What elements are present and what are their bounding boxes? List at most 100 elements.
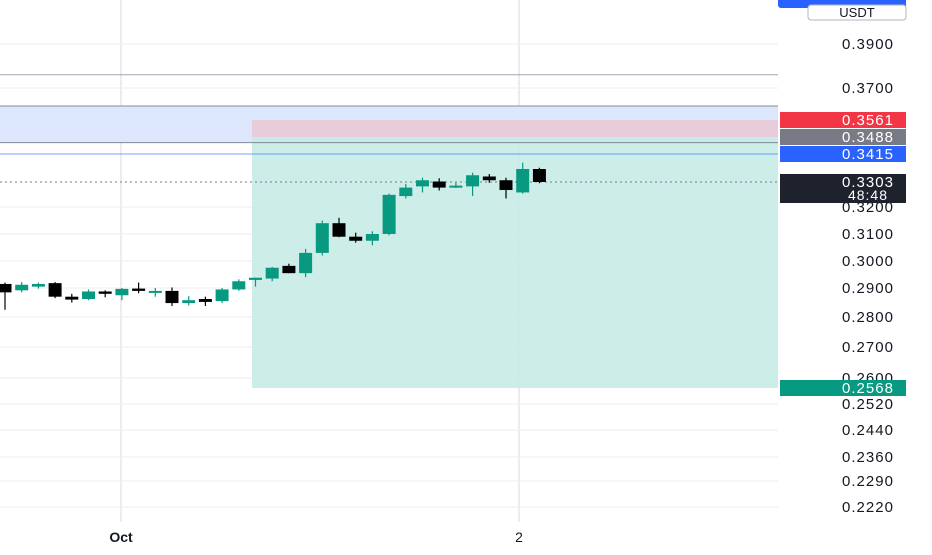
price-tick-label: 0.2800 — [842, 309, 894, 326]
candle-body — [15, 284, 29, 291]
candle-body — [65, 296, 79, 300]
price-tick-label: 0.2290 — [842, 473, 894, 490]
candle[interactable] — [332, 217, 346, 238]
target-badge — [780, 380, 906, 396]
candle-body — [532, 169, 546, 182]
current-price-badge — [780, 174, 906, 203]
candle-body — [432, 181, 446, 188]
candle[interactable] — [198, 296, 212, 306]
price-tick-label: 0.3700 — [842, 80, 894, 97]
candle-body — [249, 277, 262, 280]
stop-loss-badge — [780, 112, 906, 128]
candle[interactable] — [315, 220, 329, 256]
candle-body — [82, 291, 95, 300]
candle-body — [31, 283, 45, 287]
currency-button[interactable] — [807, 4, 907, 21]
candle-body — [182, 300, 196, 304]
time-tick-label: Oct — [109, 529, 133, 545]
loss-zone[interactable] — [252, 120, 778, 137]
candle[interactable] — [182, 296, 196, 306]
price-tick-label: 0.3900 — [842, 36, 894, 53]
candle-body — [315, 223, 329, 253]
candle[interactable] — [232, 279, 246, 291]
candle[interactable] — [382, 193, 396, 236]
entry-badge — [780, 129, 906, 145]
candle[interactable] — [282, 263, 296, 274]
time-tick-label: 2 — [515, 529, 523, 545]
candle-body — [215, 289, 229, 302]
countdown-label: 48:48 — [848, 187, 888, 203]
candle-body — [516, 169, 530, 193]
candle[interactable] — [432, 178, 446, 191]
candles — [0, 162, 546, 310]
candle[interactable] — [48, 282, 62, 299]
candle[interactable] — [15, 282, 29, 293]
candle[interactable] — [365, 231, 379, 246]
candle-body — [115, 288, 129, 296]
candle[interactable] — [466, 172, 480, 197]
currency-label: USDT — [839, 5, 874, 20]
price-tick-label: 0.2360 — [842, 449, 894, 466]
candle[interactable] — [115, 288, 129, 301]
candle-body — [165, 290, 179, 304]
axis-header: USDT — [778, 0, 907, 21]
candle-body — [232, 281, 246, 290]
price-tick-label: 0.2440 — [842, 422, 894, 439]
candle-body — [332, 223, 346, 237]
candle[interactable] — [349, 232, 363, 243]
candle[interactable] — [82, 289, 95, 301]
position-zones — [0, 106, 778, 388]
candle[interactable] — [148, 288, 162, 297]
blue-line-badge — [780, 146, 906, 162]
candle-body — [282, 265, 296, 274]
candle[interactable] — [31, 282, 45, 289]
candle-body — [48, 283, 62, 297]
candle-body — [499, 180, 513, 191]
entry-badge-label: 0.3488 — [842, 129, 894, 146]
candle-body — [399, 187, 413, 197]
candle[interactable] — [249, 277, 262, 287]
candle[interactable] — [482, 174, 496, 183]
time-axis[interactable]: Oct 2 — [109, 529, 523, 545]
candle[interactable] — [65, 293, 79, 303]
candle[interactable] — [532, 167, 546, 184]
price-tick-label: 0.2520 — [842, 396, 894, 413]
candle[interactable] — [299, 248, 313, 278]
price-lines — [0, 74, 778, 183]
candle-body — [416, 180, 429, 187]
stop-loss-badge-label: 0.3561 — [842, 112, 894, 129]
price-tick-label: 0.2900 — [842, 280, 894, 297]
candle-body — [0, 283, 12, 293]
candle[interactable] — [449, 182, 463, 189]
candle[interactable] — [516, 162, 530, 194]
candle[interactable] — [416, 177, 429, 193]
candle[interactable] — [98, 290, 112, 298]
candle[interactable] — [215, 288, 229, 304]
candle[interactable] — [132, 282, 146, 294]
target-badge-label: 0.2568 — [842, 380, 894, 397]
price-tick-label: 0.3100 — [842, 226, 894, 243]
candle-body — [349, 236, 363, 241]
candle-body — [382, 194, 396, 234]
candle-body — [466, 175, 480, 187]
price-tick-label: 0.2700 — [842, 339, 894, 356]
candle[interactable] — [399, 183, 413, 199]
candle-body — [449, 185, 463, 188]
price-axis[interactable]: 0.3900 0.3700 0.3200 0.3100 0.3000 0.2900 0.28… — [778, 0, 932, 550]
candle-body — [365, 234, 379, 241]
candle[interactable] — [499, 177, 513, 199]
candle[interactable] — [0, 282, 12, 310]
price-axis-background[interactable] — [778, 0, 932, 550]
price-tick-label: 0.3000 — [842, 253, 894, 270]
candle[interactable] — [265, 266, 279, 282]
candle-body — [148, 290, 162, 293]
candle[interactable] — [165, 287, 179, 306]
candle-body — [482, 176, 496, 181]
blue-line-badge-label: 0.3415 — [842, 146, 894, 163]
current-price-label: 0.3303 — [842, 174, 894, 191]
price-tick-label: 0.3200 — [842, 199, 894, 216]
profit-zone[interactable] — [252, 137, 778, 388]
